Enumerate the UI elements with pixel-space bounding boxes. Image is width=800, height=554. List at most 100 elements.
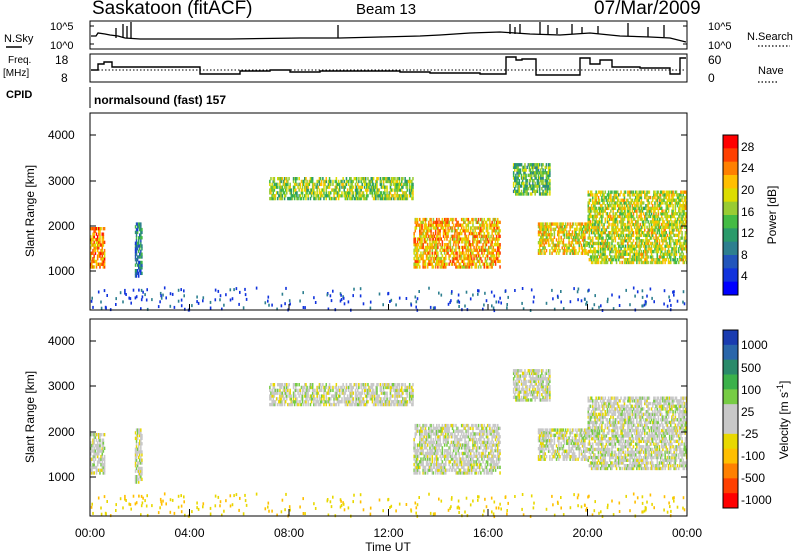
power-cell bbox=[308, 191, 311, 195]
velocity-cell bbox=[382, 385, 385, 390]
power-cell bbox=[666, 255, 669, 259]
power-cell bbox=[447, 302, 450, 306]
power-cell bbox=[540, 235, 542, 240]
power-cell bbox=[618, 258, 620, 262]
power-cell bbox=[296, 196, 298, 201]
power-cell bbox=[91, 237, 93, 242]
power-cell bbox=[656, 241, 659, 246]
power-cell bbox=[518, 189, 521, 194]
power-cell bbox=[612, 231, 614, 235]
power-cell bbox=[614, 212, 617, 216]
velocity-cell bbox=[417, 449, 420, 453]
power-cell bbox=[618, 206, 620, 211]
power-cell bbox=[646, 204, 648, 208]
power-cell bbox=[448, 256, 450, 261]
power-cell bbox=[428, 223, 430, 227]
power-cell bbox=[404, 182, 406, 187]
power-cell bbox=[411, 179, 413, 184]
power-cell bbox=[547, 227, 550, 232]
velocity-cell bbox=[349, 397, 351, 401]
power-cell bbox=[595, 220, 597, 224]
power-cell bbox=[572, 249, 575, 253]
power-cell bbox=[521, 168, 524, 172]
power-cell bbox=[525, 184, 527, 188]
power-cell bbox=[434, 306, 436, 310]
power-cell bbox=[665, 222, 668, 227]
power-cell bbox=[614, 225, 617, 229]
power-cell bbox=[666, 252, 669, 256]
power-cell bbox=[543, 246, 545, 250]
velocity-cell bbox=[426, 451, 429, 456]
power-cell bbox=[465, 223, 467, 227]
power-cell bbox=[558, 227, 560, 232]
velocity-cell bbox=[425, 432, 428, 436]
power-cell bbox=[419, 217, 421, 222]
power-cell bbox=[684, 247, 687, 251]
velocity-cell bbox=[316, 385, 318, 390]
power-cell bbox=[490, 226, 492, 230]
power-cell bbox=[369, 306, 372, 310]
power-cell bbox=[412, 194, 414, 198]
power-cell bbox=[606, 300, 609, 304]
power-cell bbox=[491, 265, 493, 269]
power-cell bbox=[101, 257, 104, 261]
power-cell bbox=[441, 254, 444, 258]
power-cell bbox=[460, 251, 463, 255]
power-cell bbox=[551, 246, 553, 250]
power-cell bbox=[452, 256, 455, 261]
power-cell bbox=[670, 198, 672, 202]
power-cell bbox=[540, 171, 542, 175]
power-cell bbox=[678, 260, 680, 265]
power-cell bbox=[607, 231, 610, 235]
velocity-cell bbox=[424, 471, 427, 475]
power-cell bbox=[670, 241, 672, 246]
power-cell bbox=[91, 296, 93, 300]
date-title: 07/Mar/2009 bbox=[594, 0, 701, 19]
power-cell bbox=[672, 206, 674, 211]
power-cell bbox=[684, 217, 687, 221]
power-cell bbox=[546, 187, 549, 191]
power-cell bbox=[91, 251, 93, 255]
power-cell bbox=[460, 245, 463, 250]
power-cell bbox=[372, 182, 375, 187]
power-colorbar-swatch bbox=[723, 201, 738, 216]
power-cell bbox=[425, 245, 428, 250]
power-cell bbox=[671, 209, 673, 213]
velocity-cell bbox=[341, 388, 343, 393]
power-cell bbox=[632, 255, 635, 259]
power-cell bbox=[563, 225, 566, 229]
power-cell bbox=[611, 222, 613, 227]
velocity-cell bbox=[342, 391, 344, 395]
power-cell bbox=[675, 201, 678, 205]
power-cell bbox=[581, 233, 584, 237]
velocity-cell bbox=[424, 465, 427, 470]
power-cell bbox=[339, 299, 342, 303]
power-cell bbox=[491, 223, 493, 227]
velocity-cell bbox=[419, 460, 421, 464]
power-cell bbox=[328, 182, 331, 187]
power-cell bbox=[673, 198, 675, 202]
power-cell bbox=[272, 185, 275, 189]
power-cell bbox=[458, 237, 461, 241]
power-cell bbox=[619, 228, 621, 232]
power-cell bbox=[630, 228, 633, 232]
power-cell bbox=[590, 255, 593, 259]
power-cell bbox=[639, 214, 642, 219]
power-cell bbox=[636, 214, 638, 219]
power-cell bbox=[656, 214, 659, 219]
power-cell bbox=[307, 196, 309, 201]
power-cell bbox=[614, 190, 617, 194]
power-cell bbox=[647, 241, 649, 246]
velocity-cell bbox=[292, 383, 295, 387]
power-cell bbox=[476, 259, 479, 264]
power-cell bbox=[630, 258, 633, 262]
power-cell bbox=[519, 171, 522, 175]
power-cell bbox=[613, 193, 616, 197]
power-cell bbox=[414, 262, 417, 266]
velocity-cell bbox=[320, 400, 323, 404]
power-cell bbox=[534, 173, 536, 178]
power-cell bbox=[434, 240, 437, 244]
power-cell bbox=[322, 194, 324, 198]
power-cell bbox=[448, 223, 450, 227]
velocity-cell bbox=[349, 394, 351, 398]
